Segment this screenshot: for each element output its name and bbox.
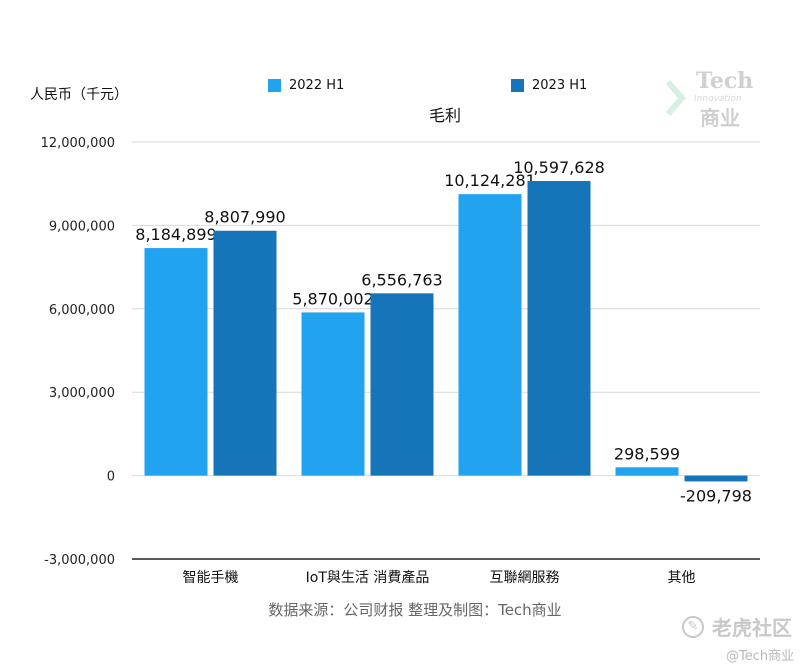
watermark-site: 老虎社区 [712,616,792,640]
data-label: 8,184,899 [135,225,216,244]
y-tick-label: 12,000,000 [41,136,115,151]
legend-item-2023: 2023 H1 [511,78,587,93]
y-tick-label: 9,000,000 [49,219,115,234]
watermark-handle: @Tech商业 [726,649,795,664]
bar [458,194,522,476]
legend-swatch-2023 [511,79,524,92]
bar [370,293,434,476]
legend-label-2023: 2023 H1 [532,78,588,93]
tiger-logo-icon: ✎ [682,615,704,638]
logo-text-innovation: Innovation [694,94,742,104]
y-tick-label: 0 [107,470,115,485]
x-tick-label: 其他 [668,570,696,586]
x-tick-label: IoT與生活 消費產品 [306,569,430,586]
y-tick-label: 3,000,000 [49,386,115,401]
tiger-community-watermark: ✎ 老虎社区 [682,612,792,641]
data-label: 298,599 [614,444,680,463]
chevron-logo-icon [665,80,686,116]
bar [144,248,208,476]
legend-item-2022: 2022 H1 [268,78,344,93]
bar [684,475,748,482]
data-label: 5,870,002 [292,289,373,308]
data-label: 8,807,990 [204,208,285,227]
legend-swatch-2022 [268,79,281,92]
logo-text-tech: Tech [696,68,754,94]
bar [527,180,591,476]
source-note: 数据来源：公司财报 整理及制图：Tech商业 [268,601,562,619]
bar [301,312,365,476]
legend-label-2022: 2022 H1 [289,78,345,93]
x-tick-label: 智能手機 [183,570,239,586]
chart-title: 毛利 [428,106,461,125]
y-tick-label: -3,000,000 [44,553,115,568]
y-axis-unit-label: 人民币（千元） [30,87,128,103]
data-label: 10,124,281 [444,171,536,190]
data-label: 6,556,763 [361,270,442,289]
x-tick-label: 互聯網服務 [490,570,560,586]
data-label: -209,798 [680,486,752,505]
logo-text-cn: 商业 [700,106,740,130]
y-tick-label: 6,000,000 [49,303,115,318]
bar [615,467,679,476]
data-label: 10,597,628 [513,158,605,177]
bar [213,230,277,476]
tech-innovation-logo: Tech Innovation 商业 [660,68,760,130]
